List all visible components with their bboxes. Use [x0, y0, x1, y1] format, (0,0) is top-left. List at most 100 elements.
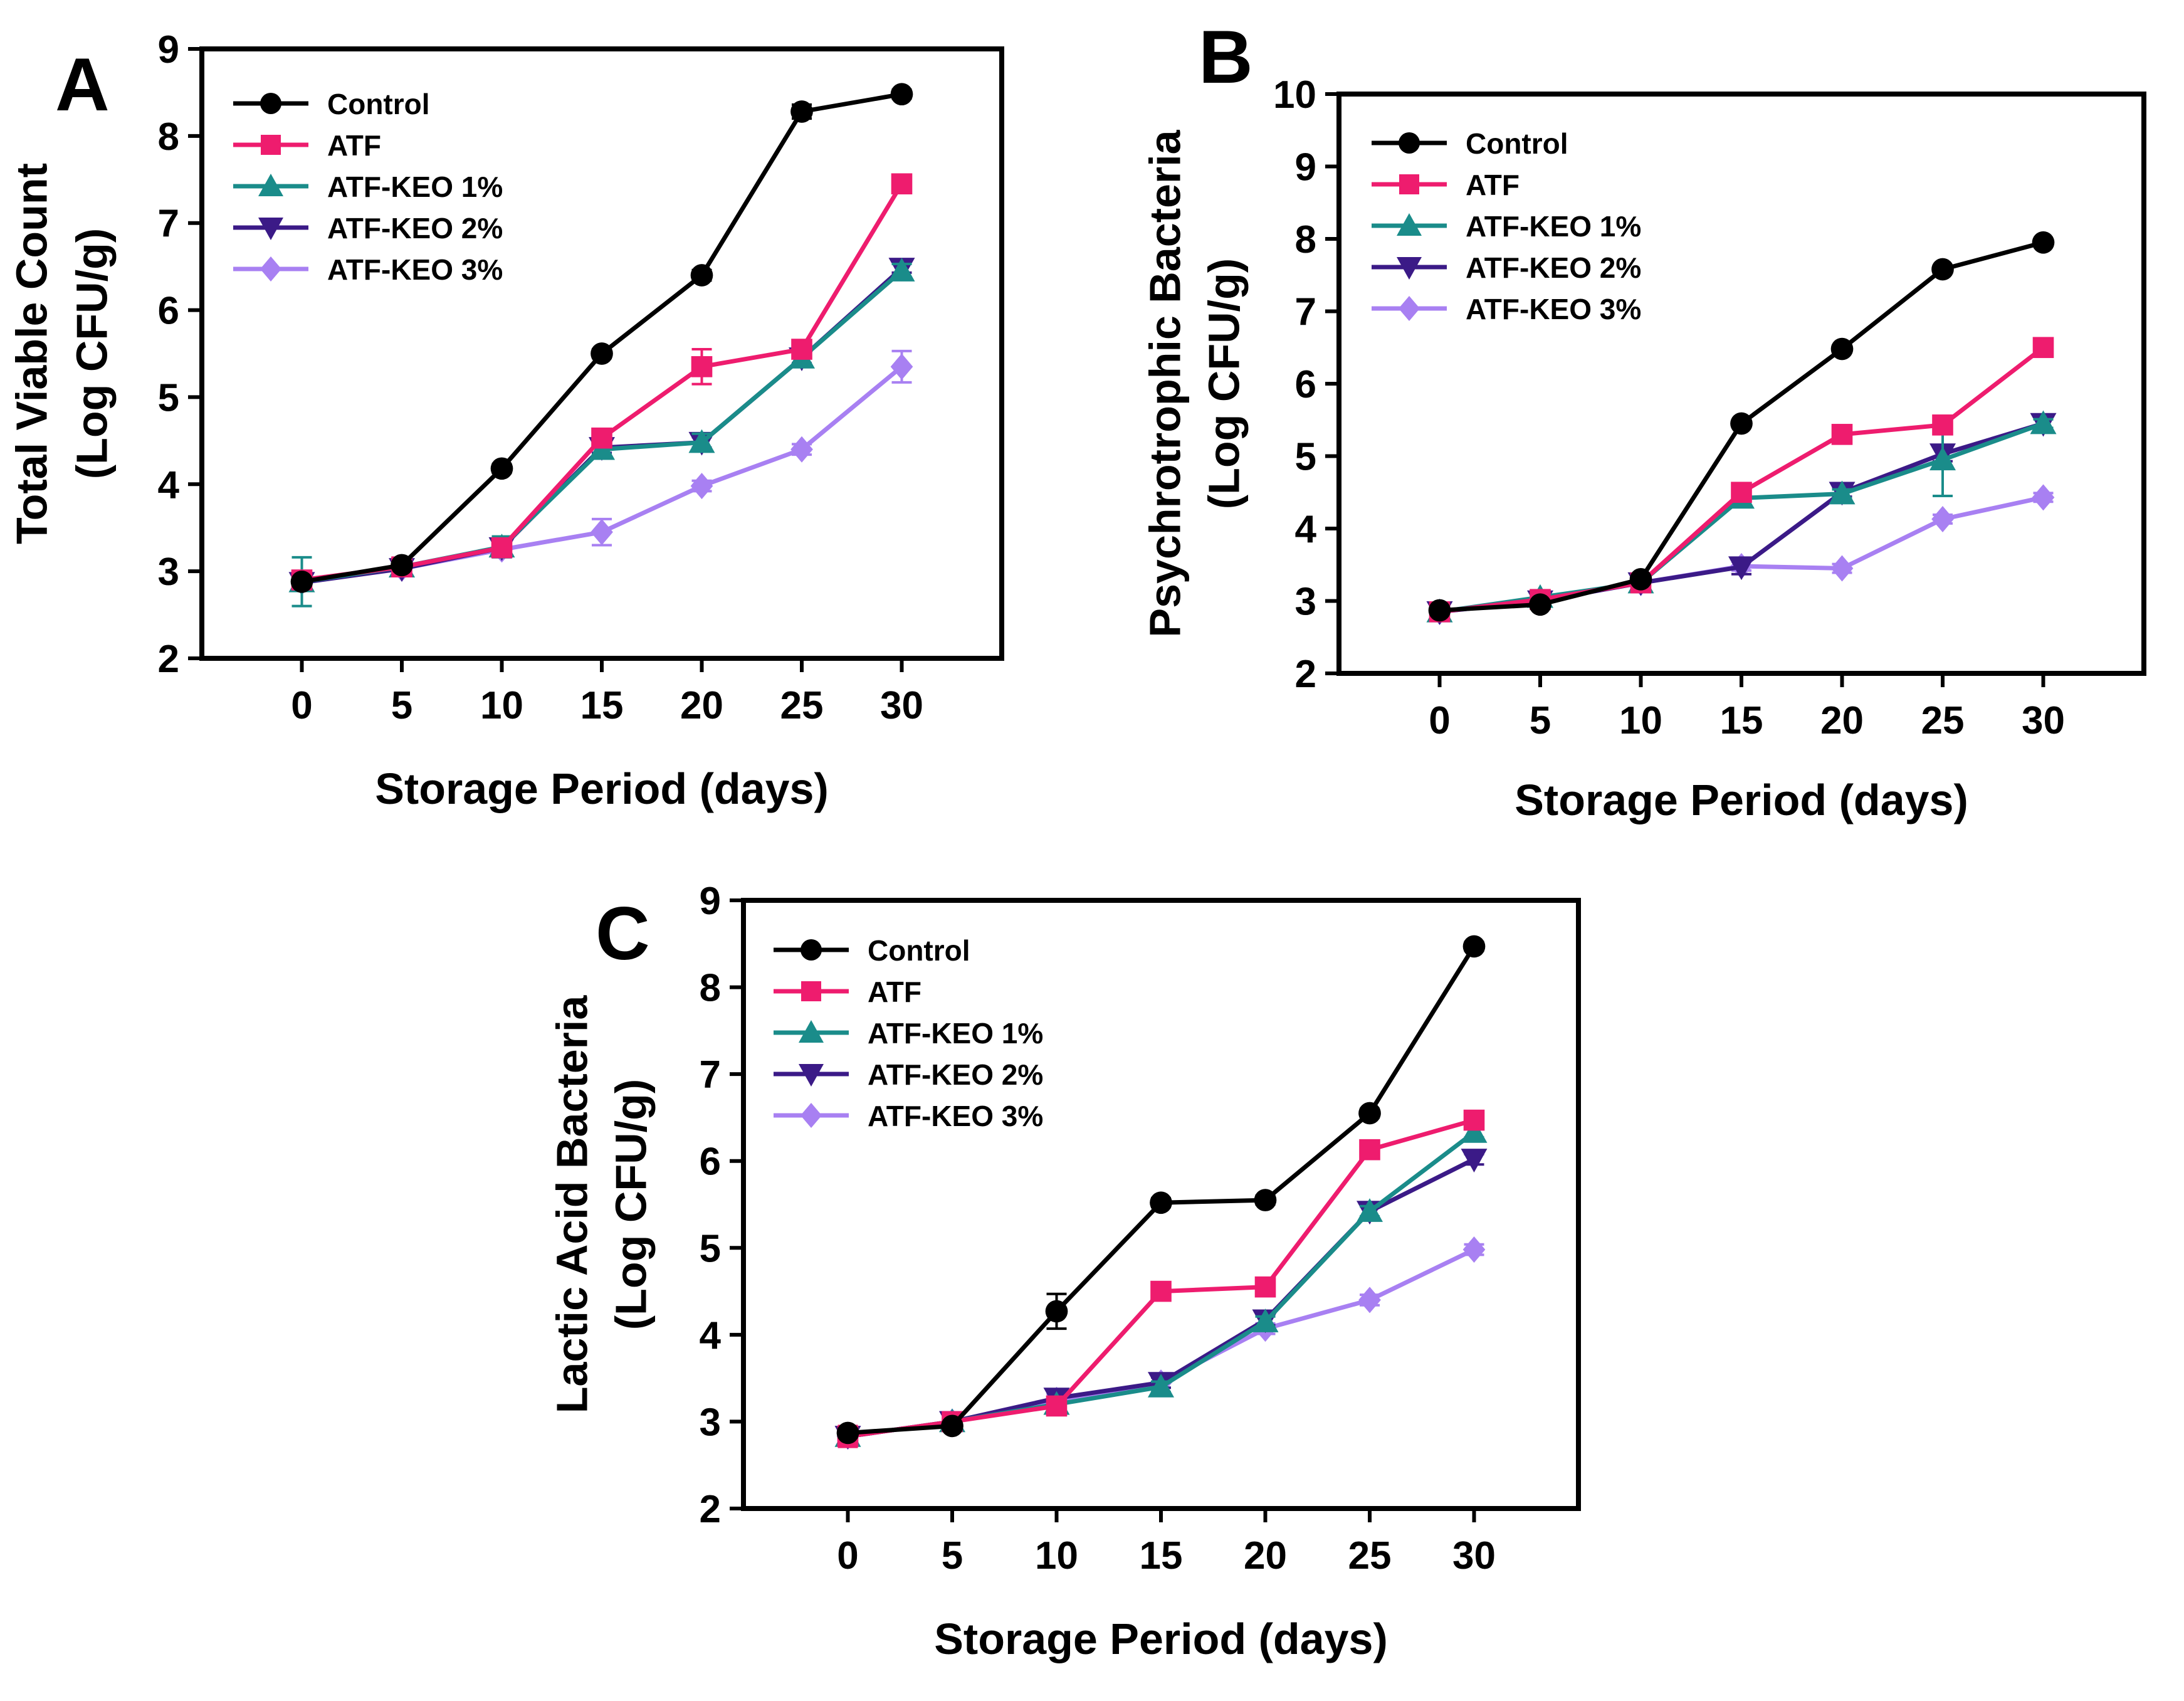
y-tick-label: 5	[1295, 436, 1316, 479]
data-point	[1357, 1198, 1383, 1222]
x-tick-label: 10	[480, 684, 523, 727]
legend-marker	[261, 135, 281, 155]
data-point	[890, 353, 913, 380]
data-point	[1830, 337, 1854, 361]
legend: Control ATF ATF-KEO 1% ATF-KEO 2% ATF-KEO 3%	[774, 934, 1043, 1132]
data-point	[490, 457, 513, 480]
y-tick-label: 10	[1273, 73, 1316, 117]
y-axis-title: (Log CFU/g)	[606, 1079, 655, 1330]
data-point	[1830, 555, 1854, 582]
data-point	[1731, 482, 1752, 503]
series-control	[836, 935, 1486, 1445]
data-point	[1148, 1374, 1174, 1398]
x-axis-title: Storage Period (days)	[375, 764, 829, 813]
x-axis-title: Storage Period (days)	[1515, 776, 1968, 824]
panel-letter: B	[1199, 15, 1253, 99]
legend-marker	[260, 93, 281, 114]
y-tick-label: 4	[158, 463, 180, 507]
y-axis-title: Psychrotrophic Bacteria	[1140, 129, 1189, 637]
legend-marker	[801, 981, 821, 1001]
data-point	[1462, 1236, 1486, 1263]
y-tick-label: 6	[158, 290, 179, 333]
data-point	[591, 427, 612, 449]
y-tick-label: 9	[700, 880, 721, 923]
legend-label: ATF	[327, 129, 381, 162]
legend-label: ATF-KEO 1%	[868, 1017, 1043, 1050]
legend-label: Control	[327, 88, 430, 120]
x-tick-label: 5	[391, 684, 412, 727]
data-point	[2032, 337, 2054, 359]
data-point	[791, 339, 812, 360]
legend-label: ATF-KEO 2%	[327, 212, 503, 245]
legend-label: ATF-KEO 3%	[327, 253, 503, 286]
legend-marker	[1399, 174, 1419, 194]
data-point	[591, 519, 613, 545]
data-point	[1461, 1119, 1488, 1143]
series-atf	[291, 173, 913, 591]
y-tick-label: 8	[158, 115, 179, 159]
panel-letter: A	[55, 43, 110, 127]
data-point	[890, 83, 913, 106]
series-atf-keo-2-	[1426, 413, 2057, 625]
legend-marker	[799, 1064, 824, 1087]
legend-label: ATF-KEO 2%	[868, 1058, 1043, 1091]
y-axis-title: (Log CFU/g)	[1199, 258, 1248, 509]
legend-marker	[801, 1103, 822, 1128]
legend-marker	[258, 174, 283, 196]
x-tick-label: 15	[1140, 1534, 1183, 1577]
data-point	[688, 429, 715, 453]
series-line	[302, 365, 903, 584]
data-point	[691, 356, 713, 377]
y-tick-label: 4	[700, 1314, 722, 1357]
legend-label: Control	[868, 934, 970, 967]
data-point	[1358, 1102, 1381, 1125]
y-tick-label: 6	[700, 1140, 721, 1184]
data-point	[1045, 1300, 1068, 1323]
legend-marker	[801, 939, 822, 961]
x-tick-label: 0	[837, 1534, 858, 1577]
data-point	[1150, 1280, 1172, 1302]
x-tick-label: 20	[1820, 699, 1864, 742]
data-point	[1358, 1287, 1381, 1314]
legend-label: ATF-KEO 1%	[327, 171, 503, 203]
y-tick-label: 9	[158, 28, 179, 71]
chart-panel-a: A 2 3 4 5 6 7 8 9 0 5 10 15 20 25 30 Storage Period (day…	[7, 28, 1004, 813]
legend-label: ATF-KEO 2%	[1466, 251, 1641, 284]
x-tick-label: 5	[942, 1534, 963, 1577]
x-tick-label: 25	[1348, 1534, 1392, 1577]
legend-marker	[260, 256, 281, 282]
data-point	[491, 537, 513, 559]
data-point	[1629, 568, 1652, 591]
legend-label: ATF-KEO 3%	[868, 1100, 1043, 1132]
y-tick-label: 8	[1295, 218, 1316, 261]
y-tick-label: 5	[158, 376, 179, 419]
data-point	[1831, 424, 1853, 445]
data-point	[790, 100, 813, 123]
series-control	[1428, 231, 2055, 622]
legend-label: ATF	[1466, 169, 1520, 201]
x-tick-label: 0	[291, 684, 312, 727]
y-axis-title: Lactic Acid Bacteria	[547, 995, 596, 1414]
legend-label: Control	[1466, 127, 1568, 160]
data-point	[1428, 599, 1451, 622]
data-point	[1461, 1149, 1488, 1172]
data-point	[2032, 484, 2055, 511]
data-point	[690, 473, 713, 500]
data-point	[888, 258, 915, 282]
y-tick-label: 2	[700, 1488, 721, 1531]
data-point	[1463, 1109, 1485, 1131]
y-tick-label: 4	[1295, 508, 1317, 551]
y-tick-label: 6	[1295, 363, 1316, 406]
data-point	[1730, 412, 1753, 435]
y-tick-label: 8	[700, 967, 721, 1010]
x-tick-label: 10	[1619, 699, 1662, 742]
data-point	[1359, 1139, 1380, 1161]
series-line	[848, 1247, 1476, 1439]
chart-panel-b: B 2 3 4 5 6 7 8 9 10 0 5 10 15 20 25 30 Storage Period (d…	[1140, 15, 2146, 824]
y-tick-label: 7	[158, 203, 179, 246]
y-tick-label: 9	[1295, 146, 1316, 189]
x-tick-label: 25	[780, 684, 824, 727]
data-point	[1728, 556, 1755, 581]
y-tick-label: 3	[158, 550, 179, 594]
